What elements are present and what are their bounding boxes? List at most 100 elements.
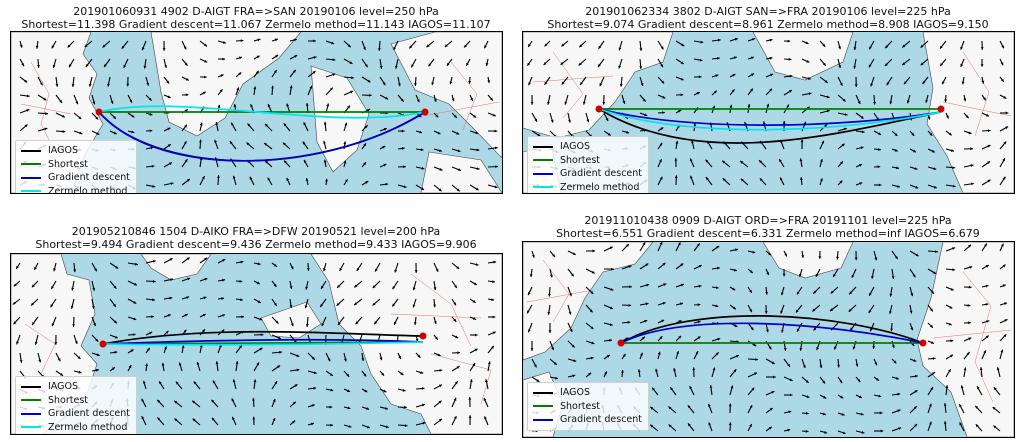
route-gradient-line	[102, 338, 424, 345]
legend-label: Gradient descent	[560, 414, 643, 425]
wind-arrow-head	[992, 407, 996, 410]
wind-arrow-head	[331, 41, 335, 45]
wind-arrow-head	[734, 324, 738, 327]
wind-arrow-head	[199, 139, 202, 143]
wind-arrow-head	[813, 327, 817, 331]
wind-arrow-head	[321, 285, 324, 289]
wind-arrow-head	[412, 304, 416, 308]
wind-arrow-head	[381, 372, 384, 376]
wind-arrow-head	[551, 347, 554, 350]
route-zermelo-line	[98, 105, 426, 119]
wind-arrow-head	[458, 168, 461, 171]
wind-arrow-head	[910, 327, 914, 331]
wind-arrow-head	[257, 38, 261, 42]
wind-arrow-head	[842, 98, 846, 102]
wind-arrow-head	[439, 369, 443, 372]
wind-arrow-head	[870, 83, 873, 87]
wind-arrow-head	[930, 308, 933, 312]
wind-arrow-head	[914, 390, 918, 393]
legend-label: Zermelo method	[48, 421, 128, 433]
wind-arrow-head	[217, 104, 221, 108]
wind-arrow-head	[272, 399, 276, 402]
wind-arrow-head	[257, 262, 261, 266]
wind-arrow-head	[769, 88, 772, 92]
wind-arrow-head	[325, 178, 328, 182]
wind-arrow-head	[561, 81, 565, 85]
wind-arrow-head	[920, 62, 924, 66]
wind-arrow-head	[983, 97, 986, 101]
wind-arrow-head	[133, 317, 137, 321]
wind-arrow-head	[456, 131, 460, 135]
wind-arrow-head	[547, 312, 551, 315]
legend-label: IAGOS	[560, 387, 591, 398]
wind-arrow-head	[618, 47, 622, 51]
wind-arrow-head	[57, 358, 61, 362]
wind-arrow-head	[255, 70, 259, 74]
route-iagos-line	[620, 315, 924, 344]
wind-arrow-head	[329, 373, 333, 376]
wind-arrow-head	[217, 175, 220, 178]
wind-arrow-head	[897, 392, 901, 396]
wind-arrow-head	[346, 373, 350, 377]
wind-arrow-head	[265, 123, 268, 127]
wind-arrow-head	[985, 335, 989, 339]
wind-arrow-head	[766, 272, 769, 275]
wind-arrow-head	[808, 92, 812, 96]
wind-arrow-head	[800, 139, 804, 143]
wind-arrow-head	[880, 429, 884, 433]
wind-arrow-head	[128, 365, 132, 369]
wind-arrow-head	[528, 43, 531, 47]
wind-arrow-head	[403, 185, 407, 188]
wind-arrow-head	[662, 302, 666, 305]
wind-arrow-head	[267, 104, 271, 107]
wind-arrow-head	[456, 366, 460, 369]
wind-arrow-head	[527, 62, 531, 66]
wind-arrow-head	[602, 102, 606, 105]
wind-arrow-head	[232, 379, 236, 383]
wind-arrow-head	[304, 305, 308, 309]
wind-arrow-head	[610, 288, 614, 291]
wind-arrow-head	[968, 131, 972, 135]
wind-arrow-head	[967, 304, 971, 307]
wind-arrow-head	[815, 273, 819, 277]
wind-arrow-head	[571, 273, 574, 277]
wind-arrow-head	[363, 373, 367, 377]
wind-arrow-head	[414, 270, 418, 273]
wind-arrow-head	[889, 101, 893, 105]
wind-arrow-head	[214, 139, 217, 143]
wind-arrow-head	[622, 100, 626, 104]
wind-arrow-head	[339, 268, 343, 271]
wind-arrow-head	[830, 308, 833, 311]
wind-arrow-head	[696, 243, 700, 247]
wind-arrow-head	[788, 57, 792, 61]
route-gradient-line	[598, 108, 942, 126]
wind-arrow-head	[385, 425, 389, 429]
wind-arrow-head	[240, 39, 244, 43]
wind-arrow-head	[849, 291, 853, 295]
wind-arrow-head	[996, 367, 1000, 371]
wind-arrow-head	[805, 429, 809, 433]
wind-arrow-head	[240, 260, 244, 264]
wind-arrow-head	[927, 116, 931, 120]
wind-arrow-head	[732, 306, 736, 310]
wind-arrow-head	[979, 367, 983, 370]
wind-arrow-head	[940, 63, 943, 66]
wind-arrow-head	[491, 298, 494, 302]
wind-arrow-head	[323, 140, 326, 144]
wind-arrow-head	[113, 320, 117, 324]
wind-arrow-head	[433, 304, 436, 308]
wind-arrow-head	[670, 387, 673, 391]
legend-swatch-iagos	[533, 145, 553, 148]
wind-arrow-head	[680, 263, 684, 267]
wind-arrow-head	[968, 285, 972, 289]
wind-arrow-head	[659, 159, 662, 163]
wind-arrow-head	[799, 273, 802, 277]
legend-item: Gradient descent	[21, 407, 130, 421]
wind-arrow-head	[537, 133, 541, 137]
wind-arrow-head	[312, 71, 316, 74]
wind-arrow-head	[161, 362, 165, 366]
wind-arrow-head	[282, 142, 286, 146]
wind-arrow-head	[433, 99, 437, 102]
wind-arrow-head	[233, 104, 237, 107]
wind-arrow-head	[121, 45, 125, 49]
